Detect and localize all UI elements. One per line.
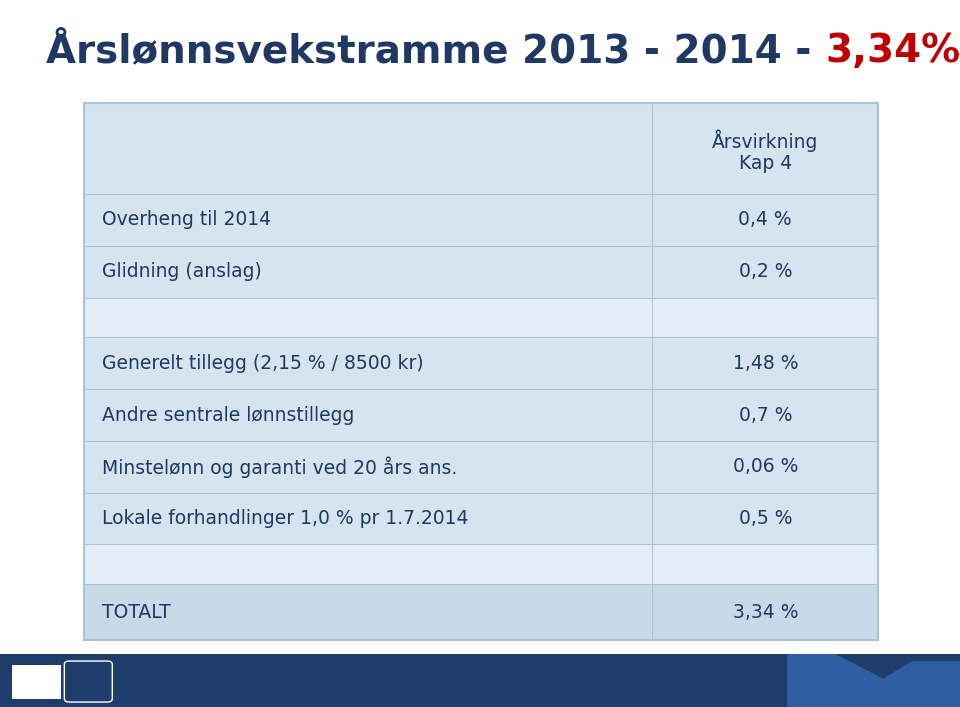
Text: 0,5 %: 0,5 % — [738, 509, 792, 528]
Text: 0,4 %: 0,4 % — [738, 211, 792, 230]
Text: Minstelønn og garanti ved 20 års ans.: Minstelønn og garanti ved 20 års ans. — [102, 456, 457, 478]
Text: Kap 4: Kap 4 — [738, 154, 792, 173]
Text: Andre sentrale lønnstillegg: Andre sentrale lønnstillegg — [102, 406, 354, 425]
Text: Glidning (anslag): Glidning (anslag) — [102, 262, 261, 281]
Text: Lokale forhandlinger 1,0 % pr 1.7.2014: Lokale forhandlinger 1,0 % pr 1.7.2014 — [102, 509, 468, 528]
Text: 0,2 %: 0,2 % — [738, 262, 792, 281]
Text: 1,48 %: 1,48 % — [732, 354, 798, 373]
Text: Årsvirkning: Årsvirkning — [712, 129, 819, 152]
Text: Årslønnsvekstramme 2013 - 2014 -: Årslønnsvekstramme 2013 - 2014 - — [46, 32, 825, 70]
Text: 3,34%: 3,34% — [825, 32, 960, 70]
Text: 3,34 %: 3,34 % — [732, 602, 798, 621]
Text: Generelt tillegg (2,15 % / 8500 kr): Generelt tillegg (2,15 % / 8500 kr) — [102, 354, 423, 373]
Text: TOTALT: TOTALT — [102, 602, 171, 621]
Text: KOMMUNESEKTORENS ORGANISASJON / The Norwegian Association of Local and Regional : KOMMUNESEKTORENS ORGANISASJON / The Norw… — [125, 677, 652, 686]
Text: 0,7 %: 0,7 % — [738, 406, 792, 425]
Text: KS: KS — [26, 674, 47, 689]
Text: 0,06 %: 0,06 % — [732, 457, 798, 477]
Text: Overheng til 2014: Overheng til 2014 — [102, 211, 271, 230]
